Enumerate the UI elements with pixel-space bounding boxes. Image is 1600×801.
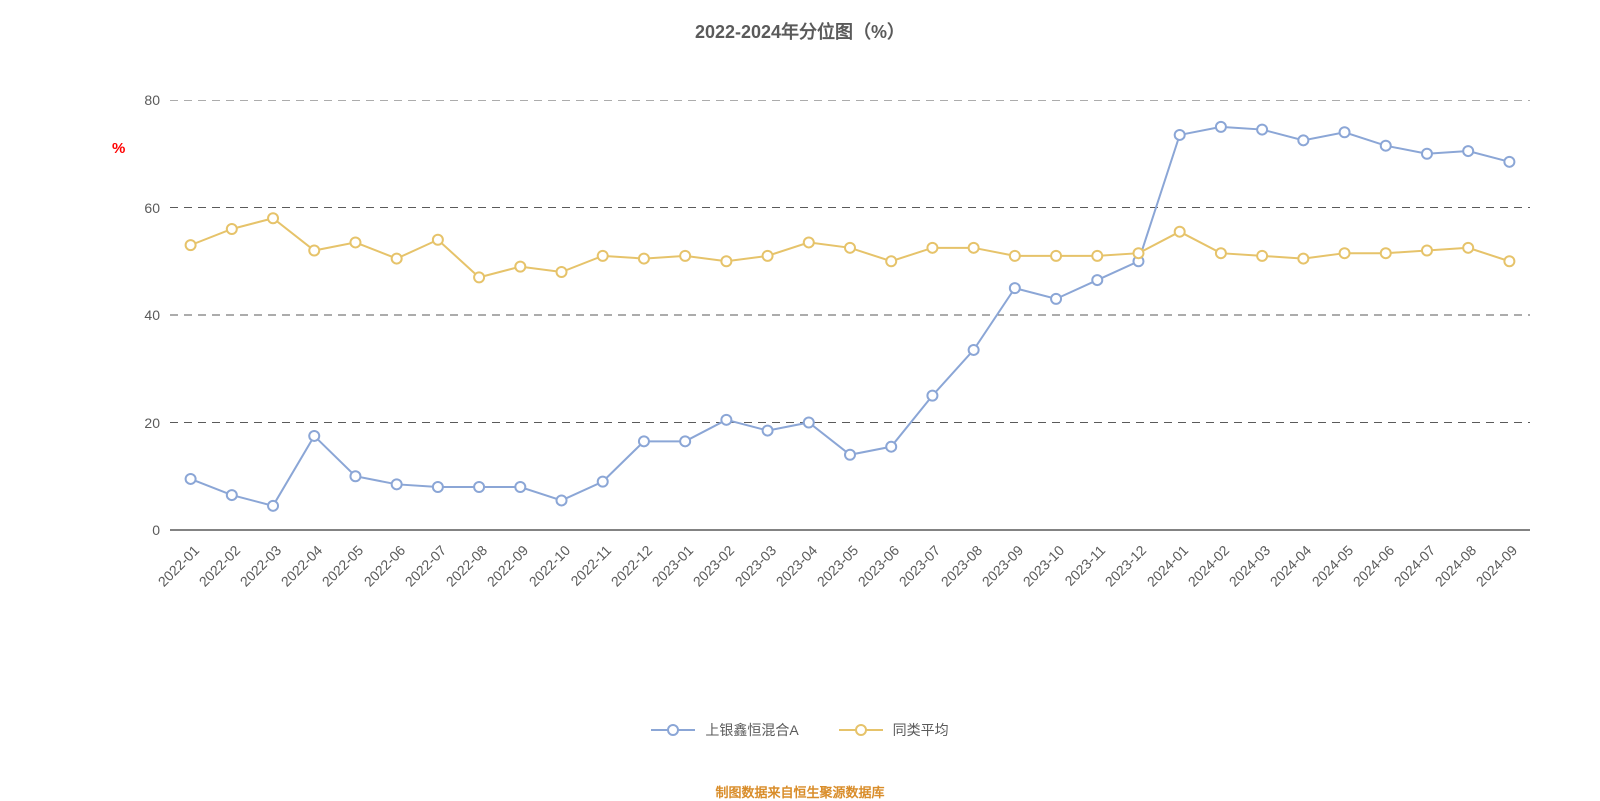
- footnote: 制图数据来自恒生聚源数据库: [0, 782, 1600, 801]
- chart-container: 2022-2024年分位图（%） % 上银鑫恒混合A 同类平均 制图数据来自恒生…: [0, 0, 1600, 800]
- legend-marker-0: [667, 724, 679, 736]
- legend: 上银鑫恒混合A 同类平均: [0, 720, 1600, 740]
- y-tick-label: 20: [120, 415, 160, 431]
- legend-label-1: 同类平均: [893, 720, 949, 740]
- y-axis-label: %: [112, 140, 125, 157]
- x-tick-label: 2024-09: [1439, 542, 1521, 624]
- y-tick-label: 40: [120, 307, 160, 323]
- legend-item-series-1: 同类平均: [839, 720, 949, 740]
- chart-title: 2022-2024年分位图（%）: [0, 18, 1600, 44]
- y-tick-label: 80: [120, 92, 160, 108]
- y-tick-label: 60: [120, 200, 160, 216]
- legend-swatch-1: [839, 729, 883, 731]
- legend-item-series-0: 上银鑫恒混合A: [651, 720, 798, 740]
- legend-swatch-0: [651, 729, 695, 731]
- y-tick-label: 0: [120, 522, 160, 538]
- legend-marker-1: [855, 724, 867, 736]
- legend-label-0: 上银鑫恒混合A: [705, 720, 798, 740]
- plot-area: [140, 100, 1560, 532]
